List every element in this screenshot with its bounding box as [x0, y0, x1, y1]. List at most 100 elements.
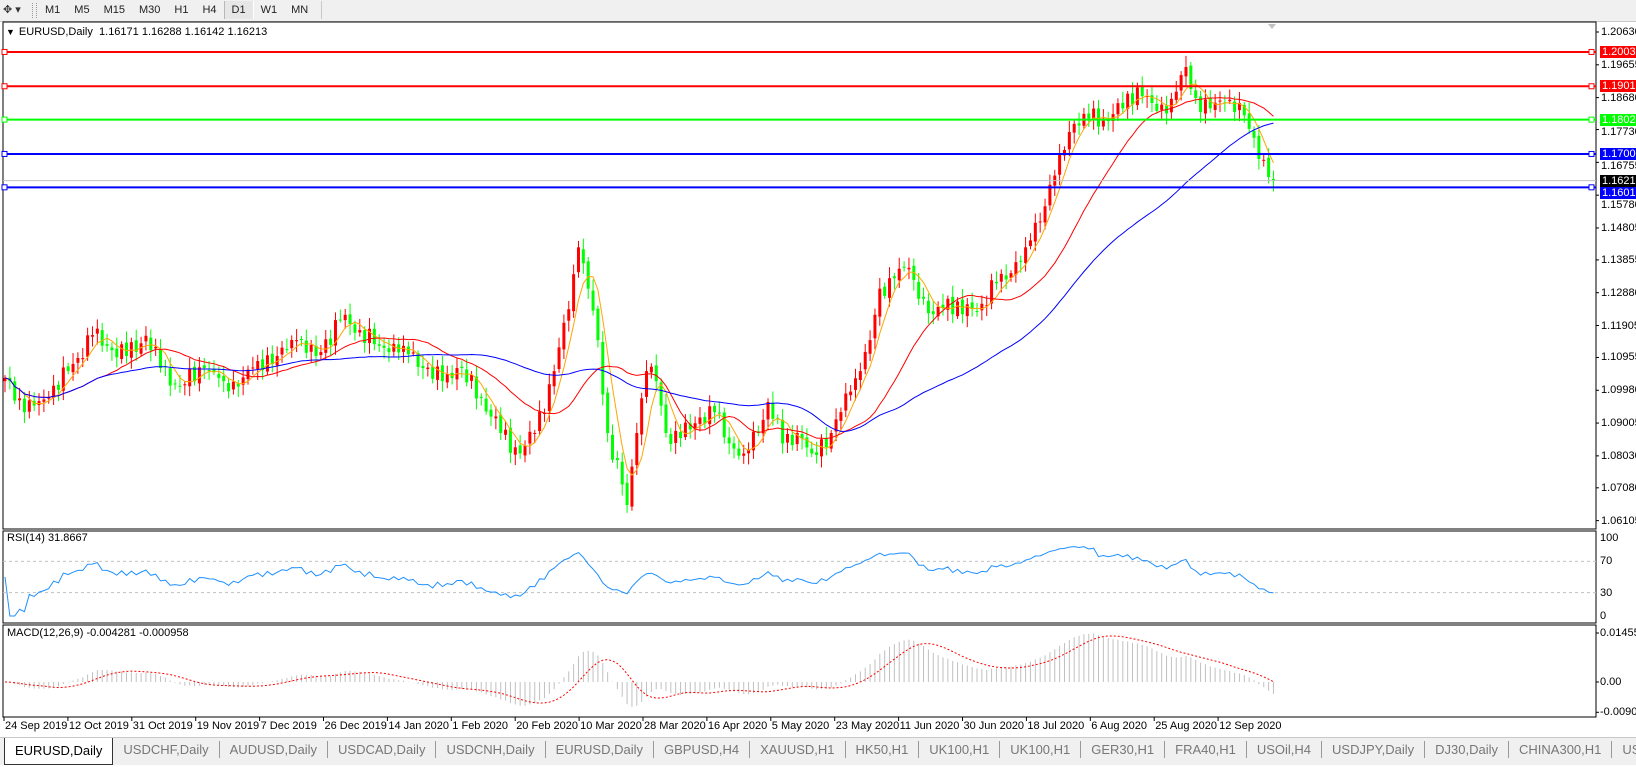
candle-body: [1247, 113, 1251, 129]
candle-body: [465, 369, 469, 383]
chart-tab[interactable]: USDCHF,Daily: [113, 741, 220, 758]
candle-body: [883, 286, 887, 296]
candle-body: [761, 419, 765, 434]
crosshair-tools-icon[interactable]: ✥ ▾: [3, 4, 21, 16]
candle-body: [270, 353, 274, 365]
chart-tab[interactable]: UK100,H1: [1000, 741, 1082, 758]
timeframe-m30-button[interactable]: M30: [138, 4, 161, 16]
timeframe-m15-button[interactable]: M15: [103, 4, 125, 16]
timeframe-m5-button[interactable]: M5: [74, 4, 90, 16]
candle: [863, 343, 867, 375]
level-handle-right: [1588, 83, 1595, 90]
rsi-tick-label: 70: [1600, 555, 1613, 568]
candle: [1033, 213, 1037, 251]
timeframe-d1-button[interactable]: D1: [223, 1, 254, 19]
candle: [149, 329, 153, 362]
candle: [134, 329, 138, 361]
candle-body: [251, 367, 255, 369]
dropdown-triangle-icon[interactable]: ▼: [6, 27, 15, 37]
price-tick-label: 1.09005: [1601, 417, 1636, 430]
chart-tab[interactable]: GER30,H1: [1081, 741, 1166, 758]
candle-body: [406, 346, 410, 355]
candle: [523, 440, 527, 463]
candle-body: [819, 439, 823, 457]
chart-tab[interactable]: USOil,H4: [1612, 741, 1636, 758]
candle-body: [766, 402, 770, 420]
candle: [22, 391, 26, 424]
candle-body: [606, 392, 610, 433]
chart-tab[interactable]: CHINA300,H1: [1509, 741, 1613, 758]
chart-tab[interactable]: EURUSD,Daily: [4, 738, 114, 765]
chart-tab[interactable]: USDCAD,Daily: [328, 741, 437, 758]
candle-body: [1062, 149, 1066, 156]
candle: [489, 404, 493, 426]
price-tick-label: 1.14805: [1601, 221, 1636, 234]
candle-body: [144, 335, 148, 342]
candle-body: [771, 402, 775, 419]
chart-tab[interactable]: XAUUSD,H1: [750, 741, 846, 758]
candle-body: [980, 303, 984, 311]
level-handle-left: [1, 83, 8, 90]
candle-body: [625, 482, 629, 505]
candle: [717, 401, 721, 419]
candle: [18, 387, 22, 410]
candle-body: [844, 393, 848, 411]
candle: [533, 429, 537, 444]
candle: [849, 384, 853, 401]
chart-tab[interactable]: FRA40,H1: [1165, 741, 1247, 758]
candle: [708, 395, 712, 435]
candle: [960, 288, 964, 324]
chart-tab[interactable]: USOil,H4: [1247, 741, 1323, 758]
candle-body: [120, 344, 124, 360]
candle-body: [620, 461, 624, 485]
candle-body: [635, 432, 639, 466]
price-tick-label: 1.11905: [1601, 319, 1636, 332]
candle: [504, 420, 508, 440]
timeframe-w1-button[interactable]: W1: [260, 4, 278, 16]
candle-body: [125, 342, 128, 356]
chart-tab[interactable]: USDJPY,Daily: [1322, 741, 1426, 758]
candle-body: [907, 267, 911, 270]
timeframe-h4-button[interactable]: H4: [202, 4, 217, 16]
timeframe-mn-button[interactable]: MN: [291, 4, 309, 16]
candle: [1257, 125, 1261, 170]
chart-tab[interactable]: HK50,H1: [846, 741, 920, 758]
candle: [552, 364, 556, 395]
candle-body: [382, 345, 386, 348]
candle: [625, 473, 629, 513]
toolbar-grip[interactable]: [32, 3, 37, 18]
current-price-label: 1.16213: [1600, 174, 1636, 187]
candle-body: [474, 376, 478, 399]
candle-body: [970, 302, 974, 310]
candle-body: [936, 306, 940, 317]
candle-body: [693, 423, 697, 429]
candle-body: [290, 339, 294, 349]
candle-body: [1257, 135, 1261, 159]
level-price-label: 1.16013: [1600, 186, 1636, 199]
candle: [542, 408, 546, 422]
chart-ohlc: 1.16171 1.16288 1.16142 1.16213: [99, 26, 268, 38]
chart-tab[interactable]: EURUSD,Daily: [546, 741, 654, 758]
ma-mid-line: [4, 97, 1274, 439]
timeframe-h1-button[interactable]: H1: [174, 4, 189, 16]
candle: [975, 302, 979, 317]
candle: [1184, 55, 1188, 88]
candle: [640, 392, 644, 446]
chart-tab[interactable]: AUDUSD,Daily: [220, 741, 329, 758]
candle: [990, 273, 994, 310]
candle-body: [324, 339, 328, 353]
candle-body: [926, 300, 930, 314]
candle-body: [299, 338, 303, 340]
chart-tab[interactable]: USDCNH,Daily: [436, 741, 546, 758]
candle-body: [732, 443, 736, 449]
timeframe-m1-button[interactable]: M1: [45, 4, 61, 16]
candle: [581, 238, 585, 274]
chart-tab[interactable]: DJ30,Daily: [1425, 741, 1510, 758]
chart-tab[interactable]: UK100,H1: [919, 741, 1001, 758]
candle: [1058, 143, 1062, 186]
chart-tab[interactable]: GBPUSD,H4: [654, 741, 751, 758]
price-tick-label: 1.08030: [1601, 449, 1636, 462]
candle-body: [1179, 75, 1183, 91]
time-axis-label: 14 Jan 2020: [388, 720, 449, 732]
